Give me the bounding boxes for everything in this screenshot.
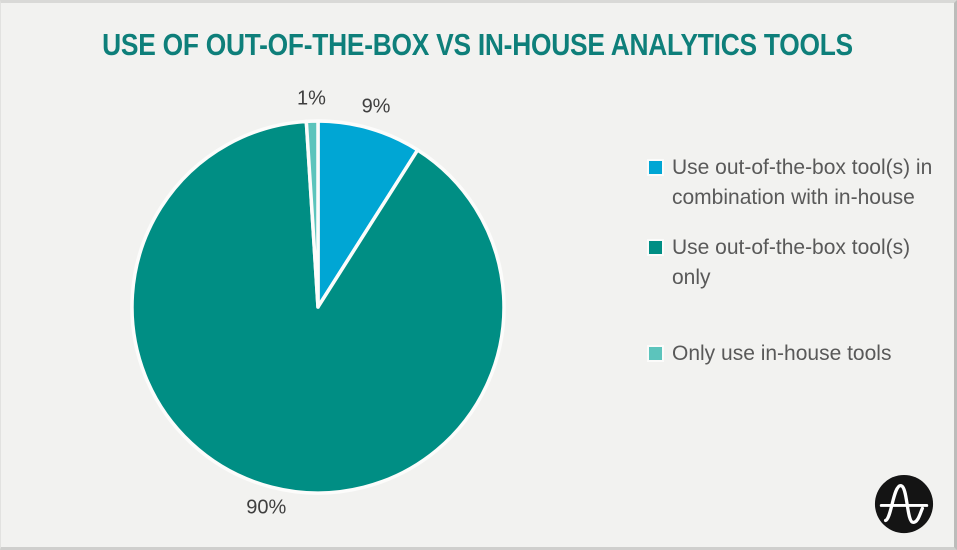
legend-item-inhouse-only: Only use in-house tools bbox=[649, 339, 949, 369]
legend-swatch-oob-only bbox=[649, 241, 662, 254]
legend-label-combo: Use out-of-the-box tool(s) in combinatio… bbox=[672, 156, 933, 209]
legend-item-oob-only: Use out-of-the-box tool(s) only bbox=[649, 233, 949, 293]
logo-wave-a bbox=[883, 483, 925, 525]
pie-svg bbox=[130, 119, 506, 495]
slice-value-label-2: 90% bbox=[246, 496, 287, 519]
pie-slice-3 bbox=[304, 119, 320, 309]
slice-value-label-1: 9% bbox=[361, 95, 391, 118]
legend-swatch-combo bbox=[649, 161, 662, 174]
pie-slice-1 bbox=[316, 119, 420, 309]
pie-chart bbox=[129, 118, 507, 496]
chart-title: USE OF OUT-OF-THE-BOX VS IN-HOUSE ANALYT… bbox=[102, 27, 853, 62]
chart-legend: Use out-of-the-box tool(s) in combinatio… bbox=[649, 153, 949, 369]
legend-item-combo: Use out-of-the-box tool(s) in combinatio… bbox=[649, 153, 949, 213]
legend-label-oob-only: Use out-of-the-box tool(s) only bbox=[672, 236, 911, 289]
amplitude-logo-svg bbox=[874, 474, 934, 534]
legend-swatch-inhouse-only bbox=[649, 347, 662, 360]
legend-label-inhouse-only: Only use in-house tools bbox=[672, 342, 892, 365]
slice-value-label-3: 1% bbox=[297, 87, 326, 110]
amplitude-logo bbox=[873, 473, 935, 535]
